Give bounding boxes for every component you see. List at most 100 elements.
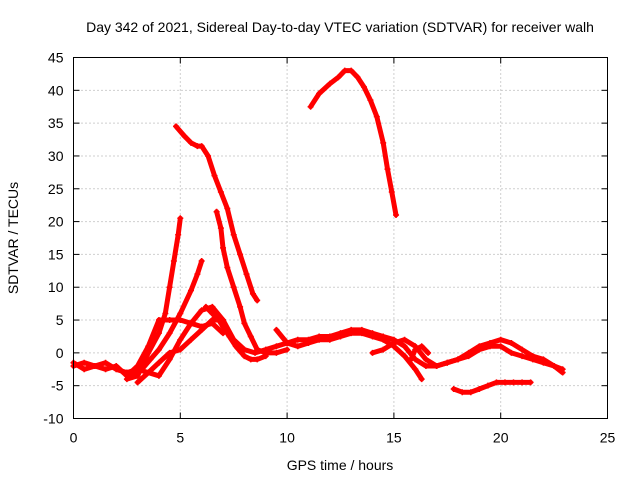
data-point-marker <box>209 303 216 310</box>
data-point-marker <box>348 67 355 74</box>
series-line-track-9 <box>308 68 399 218</box>
data-point-marker <box>358 330 365 337</box>
data-point-marker <box>388 189 395 196</box>
data-point-marker <box>224 205 231 212</box>
data-point-marker <box>476 385 483 392</box>
data-point-marker <box>393 212 400 219</box>
data-point-marker <box>348 330 355 337</box>
data-point-marker <box>113 362 120 369</box>
data-point-marker <box>249 290 256 297</box>
data-point-marker <box>497 343 504 350</box>
y-tick-label: -5 <box>51 378 64 394</box>
data-point-marker <box>273 343 280 350</box>
data-point-marker <box>551 362 558 369</box>
data-point-marker <box>202 303 209 310</box>
data-point-marker <box>241 346 248 353</box>
data-point-marker <box>243 271 250 278</box>
data-point-marker <box>367 97 374 104</box>
data-point-marker <box>273 349 280 356</box>
data-point-marker <box>529 356 536 363</box>
data-point-marker <box>81 359 88 366</box>
data-point-marker <box>166 330 173 337</box>
data-point-marker <box>326 80 333 87</box>
y-tick-label: 10 <box>48 279 64 295</box>
data-point-marker <box>170 257 177 264</box>
x-tick-label: 0 <box>70 430 78 446</box>
data-point-marker <box>380 139 387 146</box>
x-axis-title: GPS time / hours <box>287 457 394 473</box>
data-point-marker <box>177 346 184 353</box>
data-point-marker <box>527 379 534 386</box>
data-point-marker <box>198 326 205 333</box>
data-point-marker <box>217 225 224 232</box>
data-point-marker <box>450 385 457 392</box>
data-point-marker <box>401 343 408 350</box>
data-point-marker <box>166 356 173 363</box>
data-point-marker <box>335 74 342 81</box>
data-point-marker <box>354 74 361 81</box>
data-point-marker <box>254 346 261 353</box>
data-point-marker <box>155 346 162 353</box>
data-point-marker <box>166 284 173 291</box>
series-line-track-12 <box>451 379 534 395</box>
data-point-marker <box>247 333 254 340</box>
plot-frame <box>73 57 608 419</box>
data-point-marker <box>213 208 220 215</box>
data-point-marker <box>241 320 248 327</box>
data-point-marker <box>519 379 526 386</box>
data-point-marker <box>198 143 205 150</box>
data-point-marker <box>390 340 397 347</box>
data-point-marker <box>422 356 429 363</box>
data-point-marker <box>380 346 387 353</box>
data-point-marker <box>209 310 216 317</box>
data-point-marker <box>508 340 515 347</box>
data-point-marker <box>401 353 408 360</box>
data-point-marker <box>209 317 216 324</box>
data-point-marker <box>187 336 194 343</box>
data-point-marker <box>241 353 248 360</box>
data-point-marker <box>294 343 301 350</box>
data-point-marker <box>215 317 222 324</box>
data-point-marker <box>162 310 169 317</box>
chart-title: Day 342 of 2021, Sidereal Day-to-day VTE… <box>86 19 594 35</box>
series-line-track-13 <box>408 343 431 362</box>
data-point-marker <box>273 326 280 333</box>
data-point-marker <box>230 231 237 238</box>
data-point-marker <box>384 166 391 173</box>
data-point-marker <box>412 366 419 373</box>
data-point-marker <box>476 346 483 353</box>
data-point-marker <box>247 356 254 363</box>
data-point-marker <box>305 340 312 347</box>
x-tick-label: 10 <box>279 430 295 446</box>
data-point-marker <box>230 284 237 291</box>
ticks: 0 5 10 15 20 25 -10 -5 0 5 10 15 20 25 30 35 40 45 <box>43 50 615 446</box>
data-point-marker <box>508 349 515 356</box>
data-point-marker <box>205 152 212 159</box>
data-point-marker <box>559 369 566 376</box>
data-point-marker <box>425 349 432 356</box>
data-point-marker <box>294 336 301 343</box>
data-point-marker <box>237 251 244 258</box>
data-point-marker <box>177 215 184 222</box>
data-point-marker <box>237 303 244 310</box>
x-tick-label: 25 <box>600 430 616 446</box>
data-point-marker <box>493 379 500 386</box>
data-point-marker <box>510 379 517 386</box>
data-point-marker <box>369 349 376 356</box>
data-point-marker <box>487 343 494 350</box>
data-point-marker <box>211 172 218 179</box>
data-point-marker <box>198 307 205 314</box>
data-point-marker <box>181 133 188 140</box>
data-point-marker <box>102 359 109 366</box>
data-point-marker <box>147 356 154 363</box>
x-tick-label: 5 <box>176 430 184 446</box>
data-point-marker <box>134 379 141 386</box>
y-tick-label: 15 <box>48 246 64 262</box>
data-point-marker <box>155 372 162 379</box>
data-point-marker <box>422 362 429 369</box>
data-point-marker <box>341 67 348 74</box>
data-point-marker <box>467 389 474 396</box>
y-tick-label: 5 <box>56 312 64 328</box>
data-point-marker <box>123 376 130 383</box>
